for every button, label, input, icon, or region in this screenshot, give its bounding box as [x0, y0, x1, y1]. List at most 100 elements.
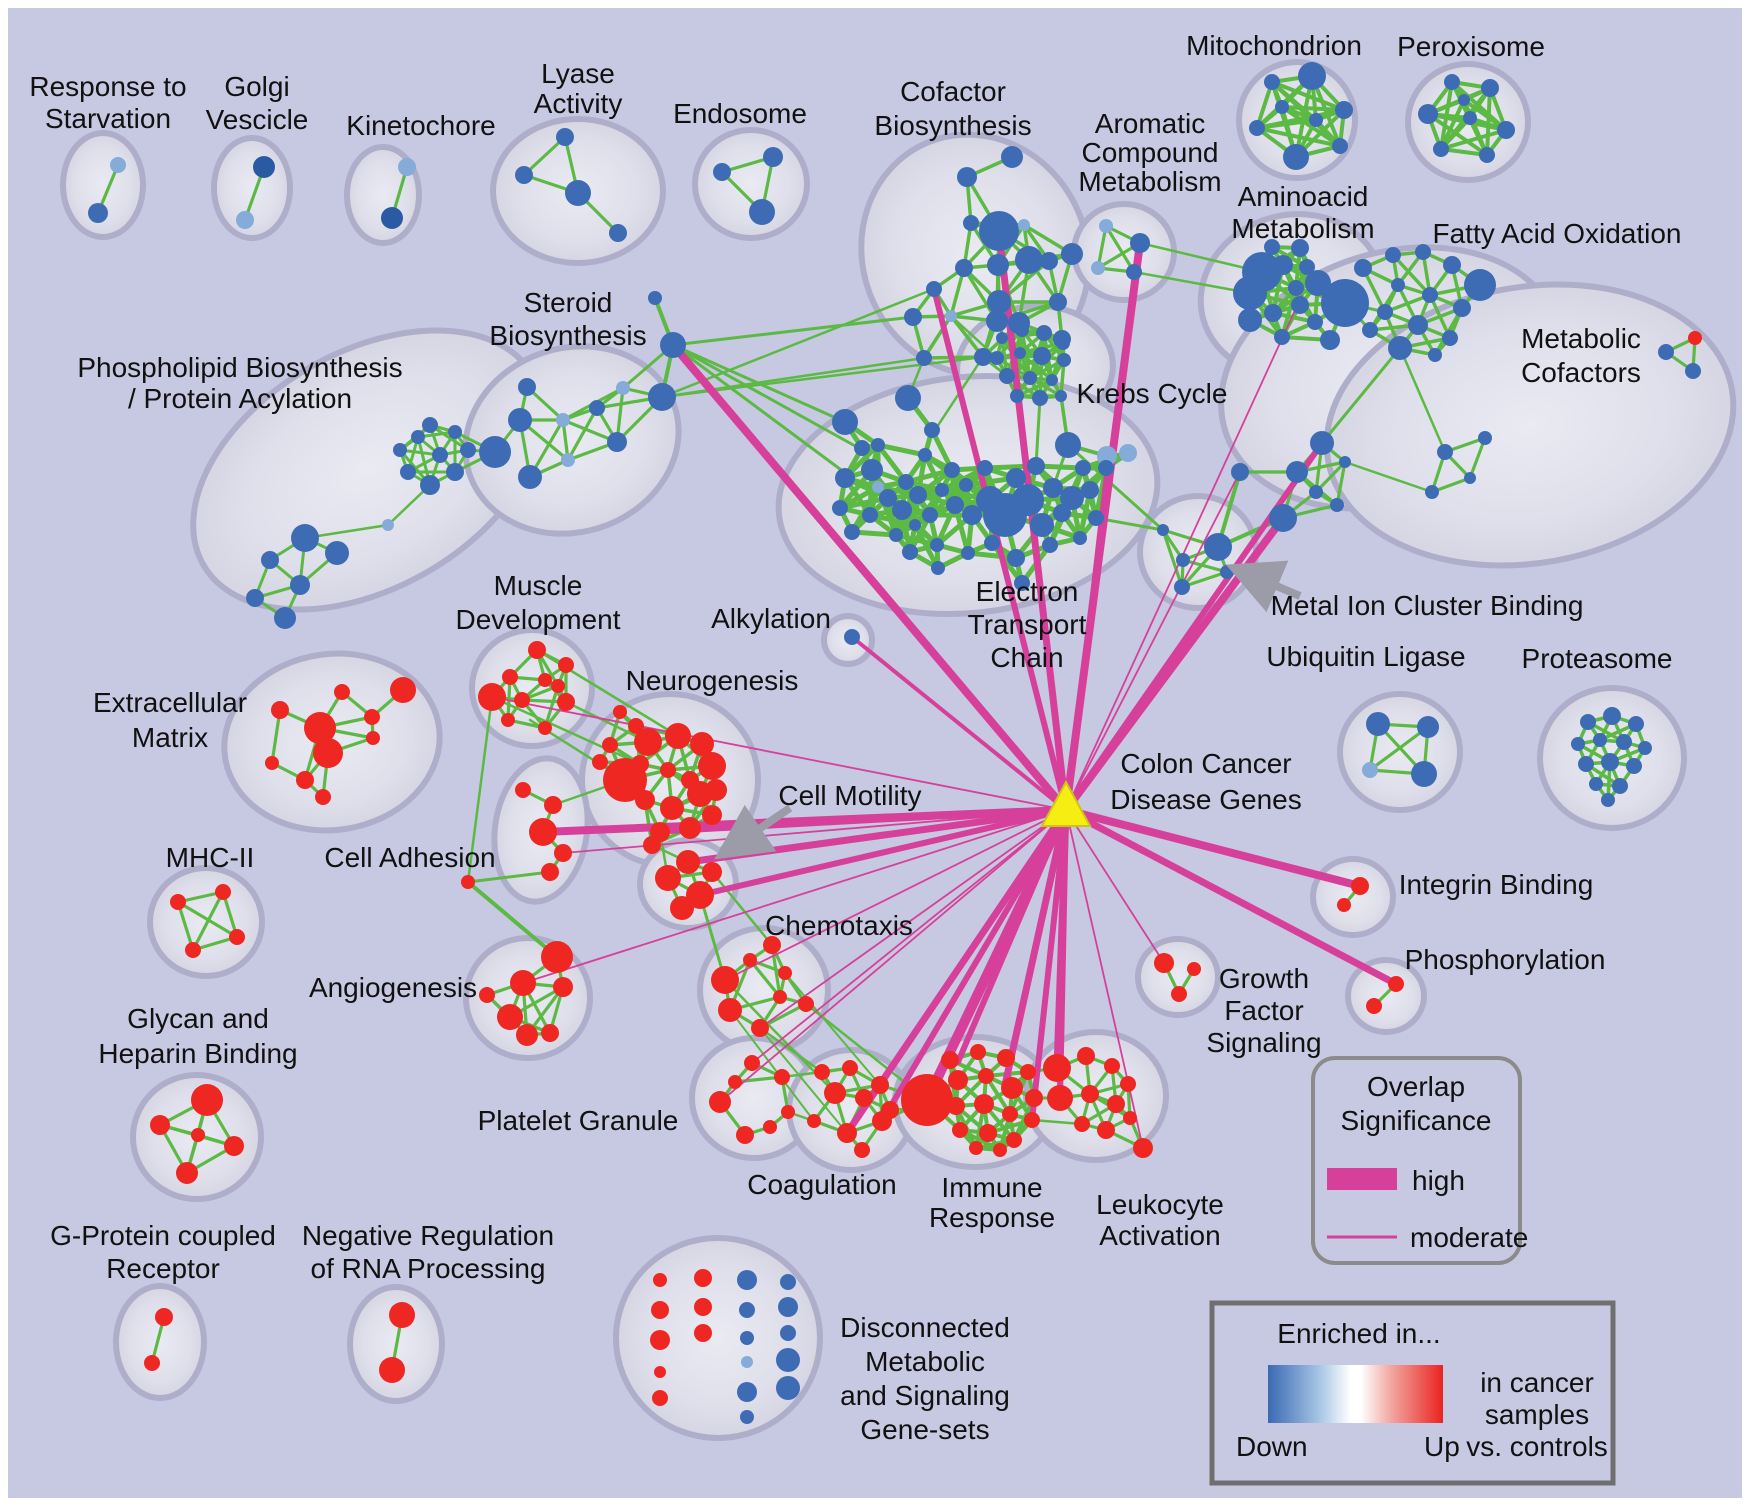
- gene-set-node: [930, 538, 944, 552]
- gene-set-node: [366, 731, 380, 745]
- gene-set-node: [1274, 329, 1290, 345]
- cluster-nodes-motility: [655, 850, 722, 920]
- metal-ion-pointer-arrow: [1225, 560, 1302, 613]
- gene-set-node: [969, 1141, 983, 1155]
- gene-set-node: [889, 528, 903, 542]
- label-disconnected: and Signaling: [840, 1380, 1010, 1411]
- label-disconnected: Gene-sets: [860, 1414, 989, 1445]
- gene-set-node: [1362, 762, 1378, 778]
- gene-set-node: [955, 259, 973, 277]
- gene-set-node: [1231, 463, 1249, 481]
- cluster-nodes-disconnected: [650, 1269, 800, 1424]
- gene-set-node: [528, 641, 546, 659]
- gene-set-node: [1126, 264, 1142, 280]
- gene-set-node: [909, 519, 921, 531]
- cluster-nodes-etc: [832, 385, 1137, 591]
- gene-set-node: [944, 462, 960, 478]
- gene-set-node: [514, 692, 530, 708]
- overlap-legend-title: Significance: [1341, 1105, 1492, 1136]
- gene-set-node: [1291, 239, 1309, 257]
- edge: [1439, 128, 1508, 151]
- label-lyase: Activity: [534, 88, 623, 119]
- cluster-nodes-metcof: [1425, 331, 1702, 499]
- label-angiogenesis: Angiogenesis: [309, 972, 477, 1003]
- gene-set-node: [529, 818, 557, 846]
- edge: [1468, 436, 1487, 480]
- gene-set-node: [935, 483, 949, 497]
- gene-set-node: [718, 998, 742, 1022]
- label-cofactor: Cofactor: [900, 76, 1006, 107]
- edge: [543, 684, 560, 730]
- gene-set-node: [854, 1142, 870, 1158]
- gene-set-node: [315, 789, 331, 805]
- gene-set-node: [824, 1082, 846, 1104]
- gene-set-node: [1043, 478, 1063, 498]
- green-link: [660, 287, 936, 399]
- gene-set-node: [274, 607, 296, 629]
- cluster-nodes-glycan: [150, 1084, 244, 1184]
- gene-set-node: [861, 459, 883, 481]
- edge: [176, 900, 239, 939]
- gene-set-node: [904, 308, 922, 326]
- gene-set-node: [261, 551, 279, 569]
- label-leukocyte: Activation: [1099, 1220, 1220, 1251]
- edge: [1485, 86, 1492, 157]
- gene-set-node: [977, 460, 993, 476]
- cluster-ellipse-endosome: [692, 127, 810, 241]
- cluster-nodes-coagulation: [807, 1060, 899, 1158]
- cluster-nodes-lyase: [515, 128, 627, 242]
- cluster-nodes-angiogenesis: [479, 941, 573, 1046]
- gene-set-node: [1047, 1085, 1073, 1111]
- gene-set-node: [687, 781, 713, 807]
- gene-set-node: [993, 1143, 1007, 1157]
- gene-set-node: [515, 782, 531, 798]
- cluster-nodes-phosphorylation: [1366, 976, 1404, 1014]
- label-metcof: Cofactors: [1521, 357, 1641, 388]
- gene-set-node: [947, 1097, 965, 1115]
- gene-set-node: [502, 669, 518, 685]
- cluster-nodes-immune: [901, 1044, 1043, 1157]
- enriched-legend-note: vs. controls: [1466, 1431, 1608, 1462]
- label-phosphorylation: Phosphorylation: [1405, 944, 1606, 975]
- cluster-nodes-adhesion: [461, 782, 572, 889]
- gene-set-node: [634, 728, 662, 756]
- gene-set-node: [296, 771, 314, 789]
- gene-set-node: [1036, 325, 1052, 341]
- overlap-link-high: [1001, 806, 1070, 1089]
- gene-set-node: [979, 211, 1019, 251]
- gene-set-node: [901, 1074, 953, 1126]
- overlap-link-high: [1062, 806, 1400, 988]
- gene-set-node: [1286, 461, 1308, 483]
- cluster-nodes-aminoacid: [1233, 239, 1369, 350]
- green-link: [466, 695, 494, 884]
- cluster-nodes-ubiquitin: [1362, 712, 1439, 787]
- gene-set-node: [229, 929, 245, 945]
- cluster-nodes-proteasome: [1571, 707, 1652, 807]
- label-response: Response to: [29, 71, 186, 102]
- overlap-legend-title: Overlap: [1367, 1071, 1465, 1102]
- gene-set-node: [1388, 336, 1412, 360]
- gene-set-node: [170, 894, 186, 910]
- gene-set-node: [1628, 716, 1644, 732]
- label-cofactor: Biosynthesis: [874, 110, 1031, 141]
- gene-set-node: [690, 732, 714, 756]
- gene-set-node: [1098, 460, 1114, 476]
- gene-set-node: [1291, 296, 1309, 314]
- edge: [1255, 80, 1274, 130]
- green-link: [784, 972, 881, 1086]
- label-disconnected: Disconnected: [840, 1312, 1010, 1343]
- gene-set-node: [743, 953, 757, 967]
- edge: [1439, 98, 1466, 151]
- green-link: [1034, 396, 1042, 468]
- cluster-nodes-connector: [648, 291, 686, 358]
- cluster-nodes-response: [88, 157, 126, 223]
- gene-set-node: [1056, 336, 1070, 350]
- gene-set-node: [390, 677, 416, 703]
- gene-set-node: [780, 1325, 796, 1341]
- label-ecm: Matrix: [132, 722, 208, 753]
- gene-set-node: [110, 157, 126, 173]
- label-gpcr: G-Protein coupled: [50, 1220, 276, 1251]
- gene-set-node: [1249, 120, 1265, 136]
- label-negreg: Negative Regulation: [302, 1220, 554, 1251]
- cluster-nodes-neurogenesis: [592, 705, 727, 854]
